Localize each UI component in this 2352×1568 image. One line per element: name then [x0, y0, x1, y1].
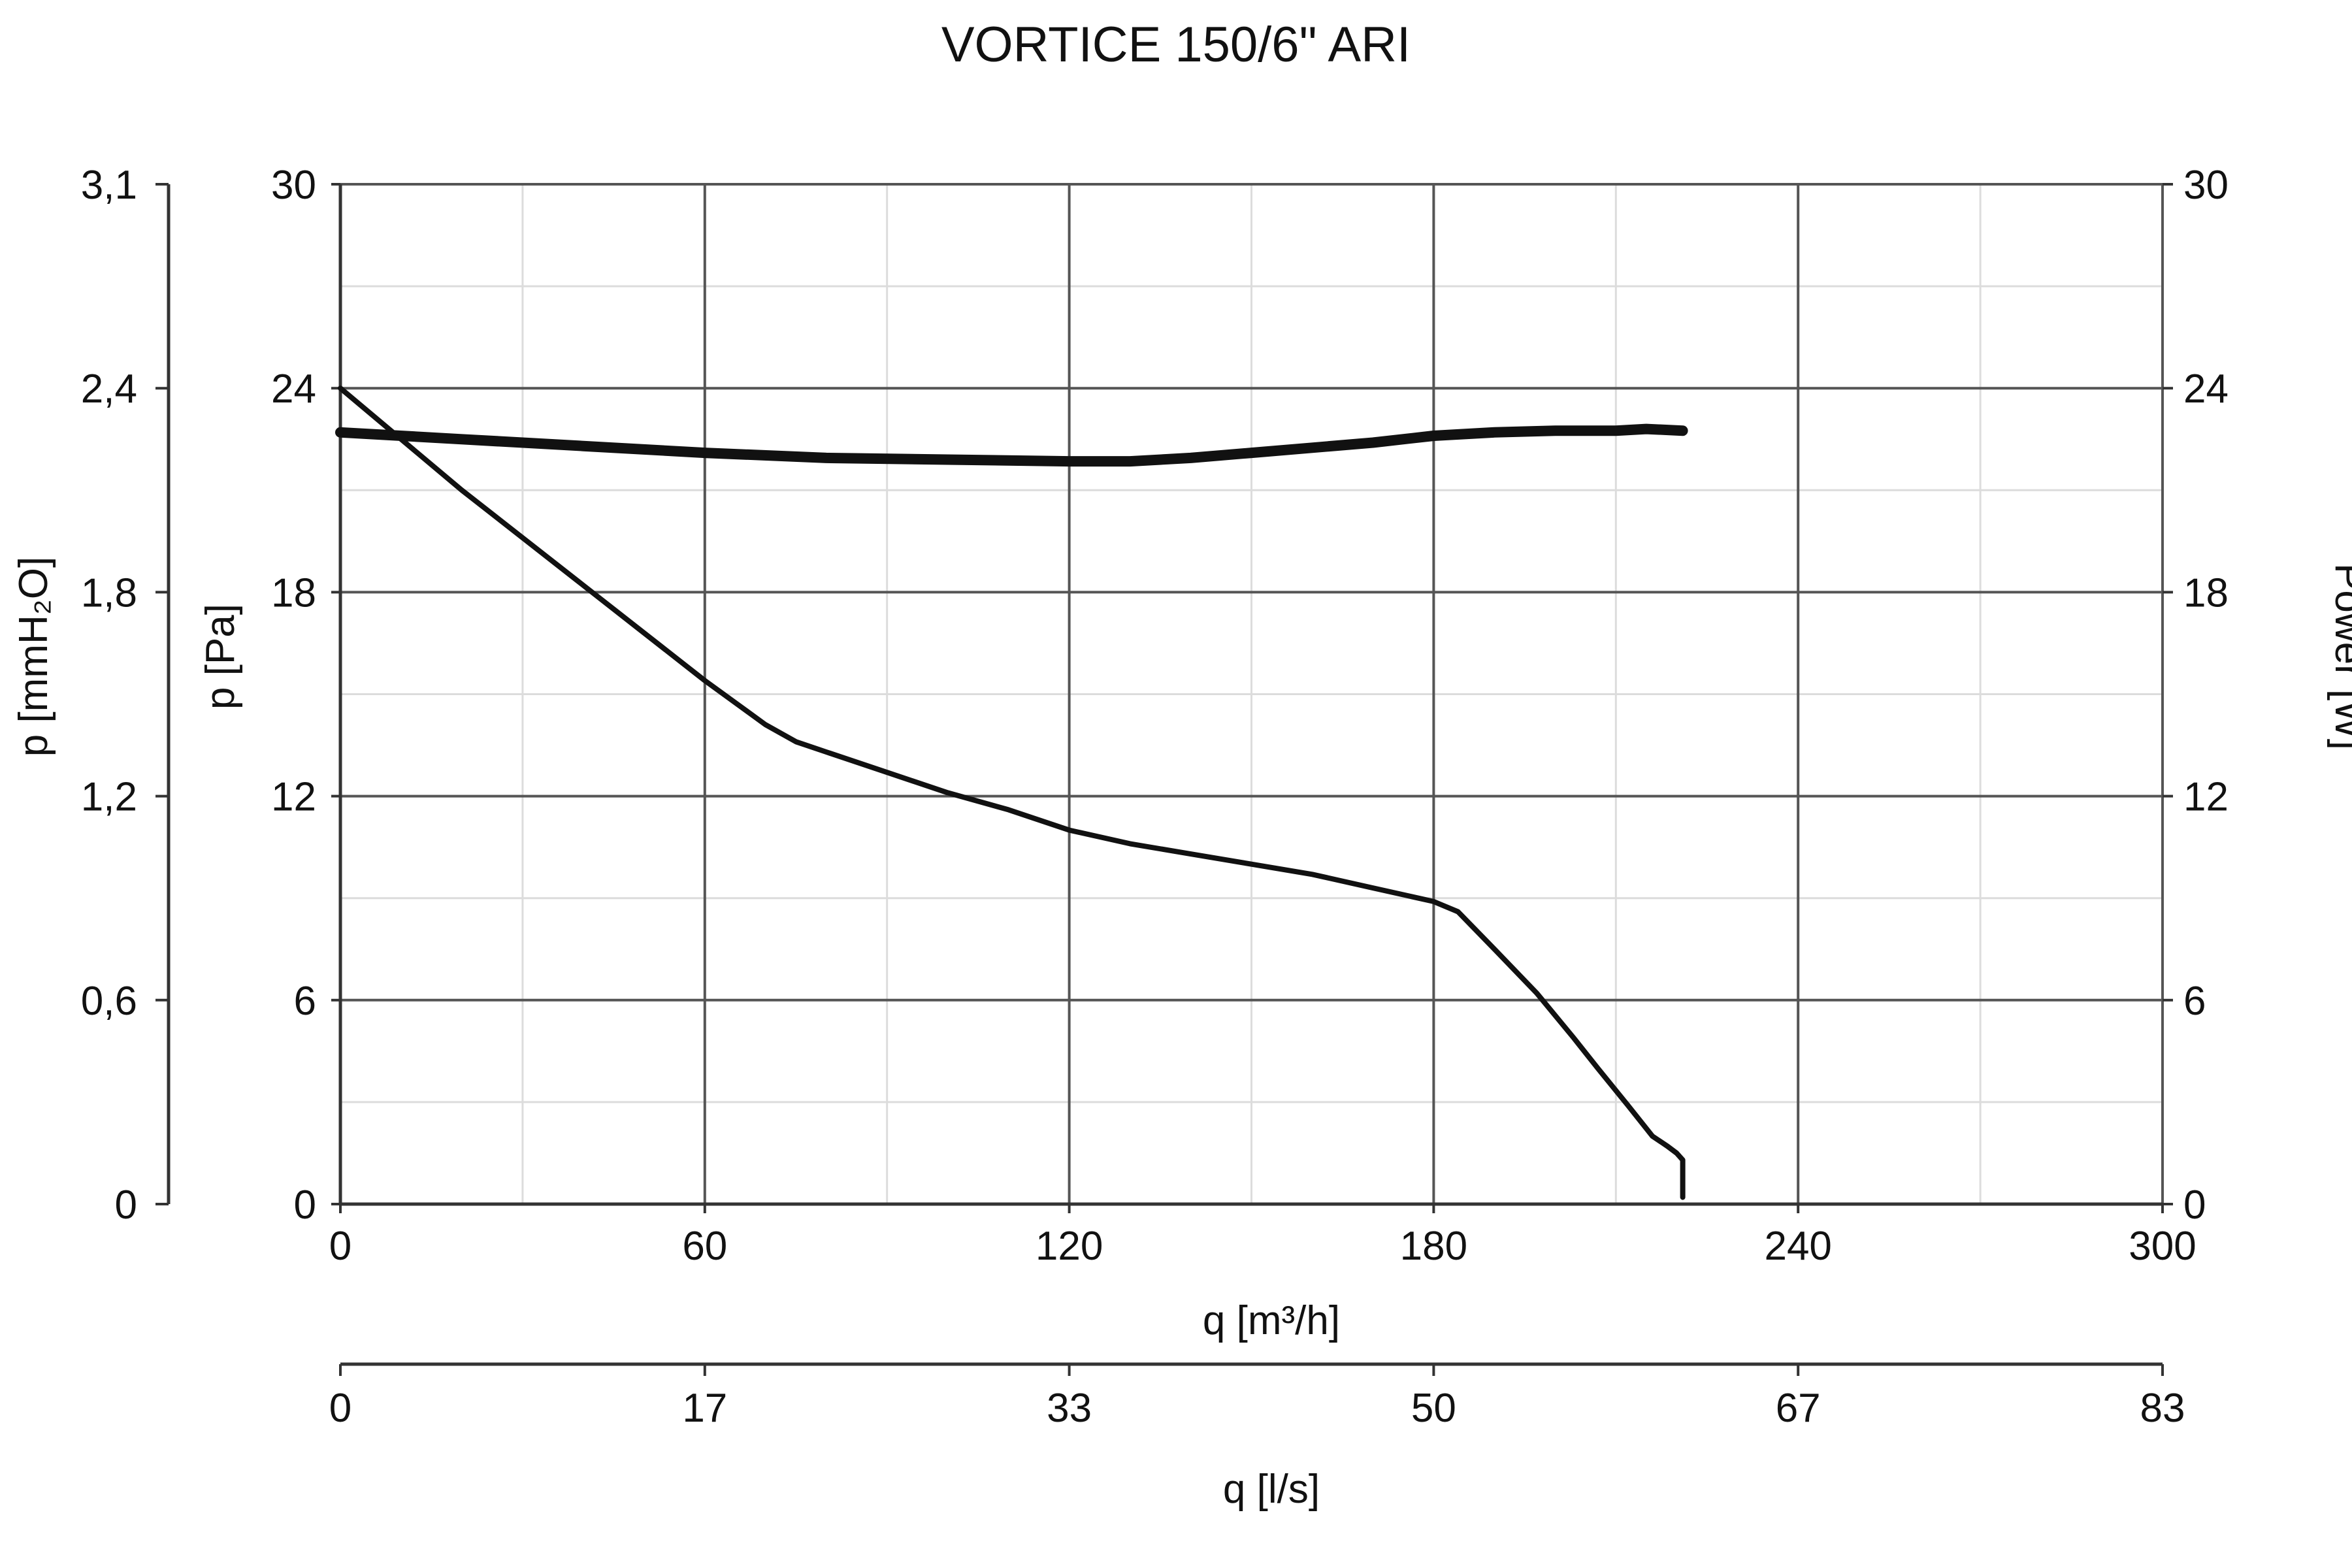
x2-tick-label: 17: [682, 1386, 727, 1431]
y-outer-tick-label: 1,2: [81, 775, 137, 820]
x-tick-label: 240: [1764, 1224, 1831, 1269]
tick-labels: 0 60 120 180 240 300061218243000,61,21,82,43,…: [81, 163, 2229, 1431]
y2-tick-label: 0: [2183, 1183, 2206, 1228]
pressure-curve: [338, 385, 1686, 1200]
x-tick-label: 0: [329, 1224, 351, 1269]
x-tick-label: 120: [1036, 1224, 1103, 1269]
y-outer-tick-label: 3,1: [81, 163, 137, 208]
y2-tick-label: 6: [2183, 979, 2206, 1024]
axes: [155, 183, 2173, 1376]
y-tick-label: 30: [271, 163, 316, 208]
power-curve: [335, 423, 1688, 467]
x2-tick-label: 33: [1047, 1386, 1092, 1431]
x-tick-label: 60: [682, 1224, 727, 1269]
y-tick-label: 18: [271, 570, 316, 615]
x2-tick-label: 0: [329, 1386, 351, 1431]
y-outer-tick-label: 1,8: [81, 570, 137, 615]
x-tick-label: 180: [1400, 1224, 1467, 1269]
y2-tick-label: 24: [2183, 367, 2229, 412]
y-axis-label: p [Pa]: [198, 604, 243, 710]
y2-tick-label: 18: [2183, 570, 2229, 615]
y-outer-tick-label: 0: [115, 1183, 137, 1228]
y-outer-tick-label: 0,6: [81, 979, 137, 1024]
y-outer-axis-label: p [mmH₂O]: [11, 557, 56, 757]
x-axis-label: q [m³/h]: [1203, 1298, 1340, 1343]
chart-title: VORTICE 150/6" ARI: [941, 17, 1411, 73]
y-tick-label: 0: [294, 1183, 316, 1228]
x2-tick-label: 67: [1776, 1386, 1821, 1431]
x2-tick-label: 50: [1411, 1386, 1456, 1431]
y-tick-label: 6: [294, 979, 316, 1024]
series-layer: [335, 385, 1688, 1200]
minor-grid: [340, 184, 2163, 1204]
y-outer-tick-label: 2,4: [81, 367, 137, 412]
x2-tick-label: 83: [2140, 1386, 2185, 1431]
y2-tick-label: 30: [2183, 163, 2229, 208]
y-tick-label: 24: [271, 367, 316, 412]
x2-axis-label: q [l/s]: [1223, 1467, 1320, 1512]
y2-axis-label: Power [W]: [2327, 563, 2352, 750]
y-tick-label: 12: [271, 775, 316, 820]
y2-tick-label: 12: [2183, 775, 2229, 820]
x-tick-label: 300: [2129, 1224, 2196, 1269]
